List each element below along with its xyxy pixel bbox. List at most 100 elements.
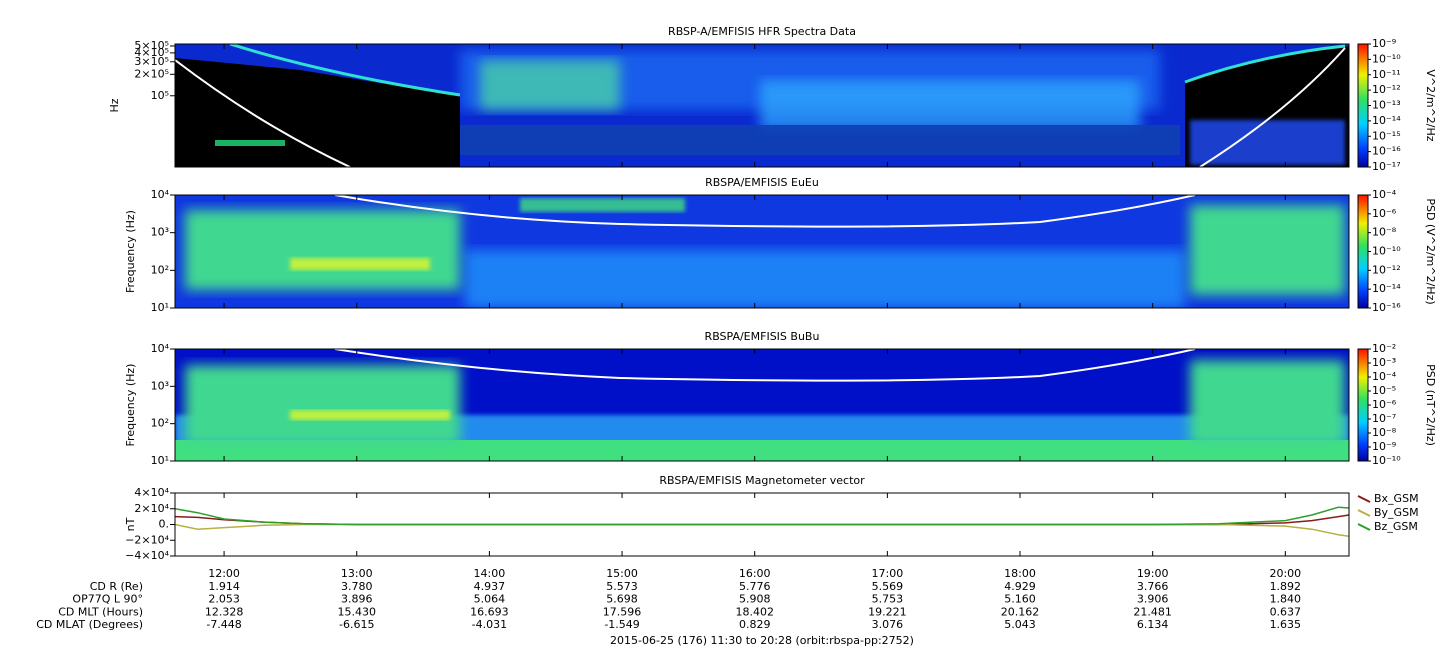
legend-swatch	[1357, 523, 1371, 531]
colorbar-tick-label: 10⁻¹⁰	[1372, 454, 1401, 467]
ephemeris-value: 2.053	[208, 593, 240, 606]
x-tick-label: 17:00	[872, 567, 904, 580]
spectrogram-blob	[185, 210, 460, 290]
plot-frame	[174, 348, 1350, 462]
ephemeris-value: 12.328	[205, 605, 244, 618]
colorbar-tick-label: 10⁻¹⁷	[1372, 160, 1401, 173]
colorbar-tick-label: 10⁻¹⁰	[1372, 245, 1401, 258]
y-tick-label: 10¹	[151, 301, 169, 314]
colorbar	[1357, 348, 1369, 462]
spectrogram-band	[520, 198, 685, 212]
y-tick-label: −2×10⁴	[125, 533, 169, 546]
spectrogram-curve	[1199, 47, 1346, 167]
y-tick-label: 4×10⁴	[134, 486, 169, 499]
y-tick-label: 4×10⁵	[134, 46, 169, 59]
colorbar-tick-label: 10⁻⁹	[1372, 37, 1396, 50]
spectrogram-blob	[1190, 205, 1345, 295]
y-axis-label: Frequency (Hz)	[124, 364, 137, 447]
spectrogram-blob	[1190, 360, 1345, 445]
ephemeris-value: 1.914	[208, 580, 240, 593]
colorbar-tick-label: 10⁻¹⁶	[1372, 145, 1401, 158]
colorbar-tick-label: 10⁻⁸	[1372, 426, 1397, 439]
panel-title: RBSP-A/EMFISIS HFR Spectra Data	[668, 25, 856, 38]
y-axis-label: Hz	[108, 98, 121, 112]
spectrogram-band	[460, 125, 1180, 155]
spectrogram-band	[760, 80, 1140, 130]
ephemeris-value: 5.698	[606, 593, 638, 606]
spectrogram	[175, 349, 1349, 461]
ephemeris-value: 5.573	[606, 580, 638, 593]
ephemeris-label: CD R (Re)	[90, 580, 143, 593]
ephemeris-value: -6.615	[339, 618, 374, 631]
ephemeris-value: 5.776	[739, 580, 771, 593]
data-line	[174, 506, 1350, 526]
plot-frame	[174, 194, 1350, 309]
y-axis-label: nT	[124, 517, 137, 531]
spectrogram-curve	[334, 349, 1196, 382]
spectrogram-trace	[229, 44, 461, 97]
ephemeris-value: 19.221	[868, 605, 907, 618]
ephemeris-value: 5.064	[474, 593, 506, 606]
ephemeris-value: 16.693	[470, 605, 509, 618]
colorbar-tick-label: 10⁻⁴	[1372, 188, 1397, 201]
spectrogram	[175, 44, 1349, 167]
y-tick-label: 10³	[151, 379, 169, 392]
spectrogram-band	[480, 60, 620, 110]
ephemeris-value: 17.596	[603, 605, 642, 618]
y-tick-label: 10³	[151, 226, 169, 239]
colorbar-label: PSD (V^2/m^2/Hz)	[1424, 198, 1437, 304]
spectrogram-curve	[334, 195, 1196, 228]
spectrogram-band	[215, 140, 285, 146]
colorbar-tick-label: 10⁻⁸	[1372, 226, 1397, 239]
x-tick-label: 18:00	[1004, 567, 1036, 580]
plot-frame	[174, 43, 1350, 168]
data-line	[174, 514, 1350, 526]
x-tick-label: 13:00	[341, 567, 373, 580]
ephemeris-value: 6.134	[1137, 618, 1169, 631]
ephemeris-value: 5.160	[1004, 593, 1036, 606]
colorbar-tick-label: 10⁻¹³	[1372, 99, 1401, 112]
ephemeris-value: 5.043	[1004, 618, 1036, 631]
ephemeris-value: 5.753	[872, 593, 904, 606]
colorbar	[1357, 194, 1369, 309]
y-tick-label: 10⁵	[151, 89, 169, 102]
colorbar-tick-label: 10⁻²	[1372, 342, 1396, 355]
spectrogram-band	[465, 250, 1185, 308]
ephemeris-value: 3.896	[341, 593, 373, 606]
spectrogram-curve	[175, 59, 351, 167]
colorbar-label: PSD (nT^2/Hz)	[1424, 364, 1437, 446]
ephemeris-value: 20.162	[1001, 605, 1040, 618]
ephemeris-value: 1.635	[1270, 618, 1302, 631]
legend-label: Bx_GSM	[1374, 492, 1419, 505]
ephemeris-value: 4.937	[474, 580, 506, 593]
y-tick-label: 10⁴	[151, 342, 170, 355]
colorbar-tick-label: 10⁻³	[1372, 356, 1396, 369]
ephemeris-value: 15.430	[337, 605, 376, 618]
y-tick-label: 5×10⁵	[134, 39, 169, 52]
y-tick-label: 0.	[159, 518, 170, 531]
ephemeris-value: 3.076	[872, 618, 904, 631]
y-tick-label: 10²	[151, 263, 169, 276]
footer: 2015-06-25 (176) 11:30 to 20:28 (orbit:r…	[610, 634, 914, 647]
ephemeris-value: 4.929	[1004, 580, 1036, 593]
ephemeris-value: 1.840	[1270, 593, 1302, 606]
colorbar-tick-label: 10⁻⁶	[1372, 398, 1397, 411]
ephemeris-value: 5.908	[739, 593, 771, 606]
legend-swatch	[1357, 509, 1371, 517]
colorbar-tick-label: 10⁻¹¹	[1372, 68, 1401, 81]
ephemeris-value: -7.448	[206, 618, 241, 631]
y-tick-label: 2×10⁵	[134, 67, 169, 80]
ephemeris-value: 0.829	[739, 618, 771, 631]
x-tick-label: 20:00	[1269, 567, 1301, 580]
colorbar-tick-label: 10⁻⁹	[1372, 440, 1396, 453]
spectrogram-band	[175, 440, 1349, 461]
colorbar-tick-label: 10⁻¹⁴	[1372, 114, 1401, 127]
legend-label: Bz_GSM	[1374, 520, 1418, 533]
y-axis-label: Frequency (Hz)	[124, 210, 137, 293]
panel-title: RBSPA/EMFISIS EuEu	[705, 176, 819, 189]
spectrogram-blob	[185, 365, 460, 445]
ephemeris-value: 5.569	[872, 580, 904, 593]
x-tick-label: 12:00	[208, 567, 240, 580]
ephemeris-value: -4.031	[472, 618, 507, 631]
